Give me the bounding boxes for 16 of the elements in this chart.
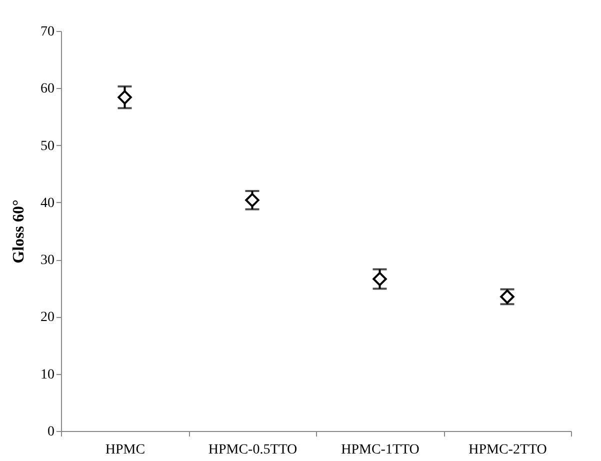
- x-tick-label: HPMC-0.5TTO: [208, 442, 298, 458]
- y-tick-label: 60: [40, 82, 54, 97]
- y-axis-title: Gloss 60°: [10, 200, 28, 264]
- y-tick-label: 10: [40, 367, 54, 382]
- y-tick-label: 40: [40, 196, 54, 211]
- x-tick-label: HPMC-1TTO: [341, 442, 420, 458]
- point: [118, 90, 132, 104]
- point: [245, 193, 260, 208]
- y-tick-label: 20: [40, 310, 54, 326]
- x-tick-label: HPMC-2TTO: [468, 442, 547, 458]
- y-tick-label: 70: [40, 24, 54, 40]
- y-tick-label: 0: [48, 424, 54, 440]
- y-tick-label: 30: [40, 253, 54, 268]
- y-tick-label: 50: [40, 138, 54, 154]
- point: [372, 272, 387, 286]
- x-tick-label: HPMC: [105, 442, 146, 458]
